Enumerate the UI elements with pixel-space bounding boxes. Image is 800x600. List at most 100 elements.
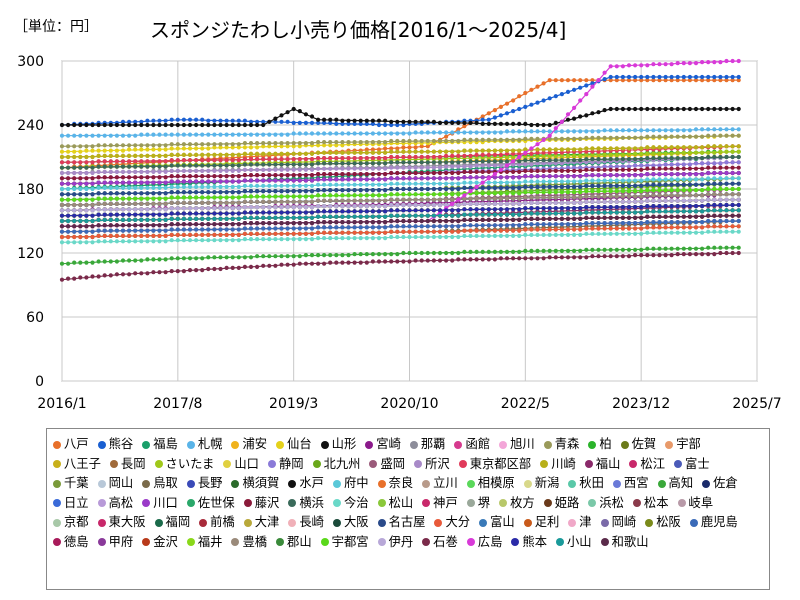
data-point (651, 134, 656, 139)
data-point (553, 78, 558, 83)
data-point (145, 185, 150, 190)
data-point (565, 89, 571, 94)
data-point (718, 176, 723, 181)
data-point (553, 248, 558, 253)
data-point (608, 247, 613, 252)
data-point (687, 106, 693, 112)
data-point (151, 122, 156, 128)
data-point (127, 153, 132, 158)
data-point (346, 166, 351, 171)
data-point (230, 118, 235, 123)
data-point (450, 153, 455, 158)
data-point (474, 152, 479, 157)
data-point (175, 122, 180, 128)
data-point (316, 253, 321, 258)
x-tick-label: 2022/5 (501, 396, 550, 412)
data-point (693, 150, 699, 155)
data-point (322, 166, 327, 171)
data-point (376, 182, 382, 187)
data-point (114, 122, 119, 128)
data-point (687, 177, 693, 182)
data-point (498, 180, 503, 185)
data-point (267, 151, 272, 156)
data-point (175, 158, 180, 163)
data-point (626, 78, 632, 83)
data-point (352, 252, 357, 257)
data-point (669, 106, 674, 112)
data-point (504, 148, 510, 153)
data-point (614, 247, 619, 252)
data-point (596, 146, 601, 151)
data-point (633, 74, 638, 80)
data-point (504, 111, 510, 116)
data-point (633, 146, 638, 151)
data-point (687, 78, 693, 83)
data-point (328, 117, 333, 122)
data-point (687, 145, 693, 150)
data-point (376, 131, 382, 136)
data-point (364, 166, 369, 171)
data-point (633, 106, 638, 112)
data-point (120, 159, 126, 164)
data-point (187, 158, 193, 163)
data-point (139, 122, 144, 128)
data-point (212, 132, 217, 137)
data-point (614, 74, 619, 80)
data-point (657, 128, 662, 133)
data-point (84, 260, 89, 265)
x-tick-label: 2023/12 (612, 396, 670, 412)
data-point (395, 131, 400, 136)
data-point (486, 130, 491, 135)
data-point (151, 132, 156, 137)
data-point (736, 127, 741, 132)
data-point (102, 169, 107, 174)
data-point (206, 132, 211, 137)
data-point (127, 169, 132, 174)
data-point (730, 106, 735, 112)
data-point (370, 150, 375, 155)
data-point (584, 146, 589, 151)
data-point (444, 130, 449, 135)
data-point (474, 148, 479, 153)
data-point (328, 120, 333, 125)
data-point (639, 78, 644, 83)
data-point (645, 177, 650, 182)
data-point (614, 106, 619, 112)
data-point (450, 149, 455, 154)
data-point (218, 142, 223, 147)
data-point (273, 141, 278, 146)
data-point (407, 149, 412, 154)
data-point (486, 117, 491, 122)
data-point (706, 78, 711, 83)
data-point (163, 169, 168, 174)
data-point (456, 164, 461, 169)
data-point (413, 250, 418, 256)
data-point (236, 142, 241, 147)
data-point (358, 182, 363, 187)
data-point (322, 253, 327, 258)
data-point (102, 133, 107, 138)
data-point (248, 157, 254, 162)
data-point (523, 90, 528, 96)
data-point (212, 158, 217, 163)
data-point (480, 249, 485, 254)
data-point (194, 152, 199, 157)
data-point (297, 151, 302, 156)
data-point (242, 167, 247, 172)
data-point (437, 154, 443, 160)
data-point (291, 141, 296, 146)
data-point (462, 124, 467, 129)
data-point (376, 156, 382, 161)
data-point (614, 78, 619, 83)
data-point (553, 94, 558, 99)
data-point (444, 138, 449, 144)
data-point (84, 122, 89, 128)
data-point (529, 129, 534, 134)
data-point (370, 182, 375, 187)
data-point (706, 127, 711, 132)
data-point (127, 122, 132, 128)
y-tick-label: 60 (26, 310, 44, 326)
data-point (133, 133, 138, 138)
data-point (169, 117, 174, 122)
